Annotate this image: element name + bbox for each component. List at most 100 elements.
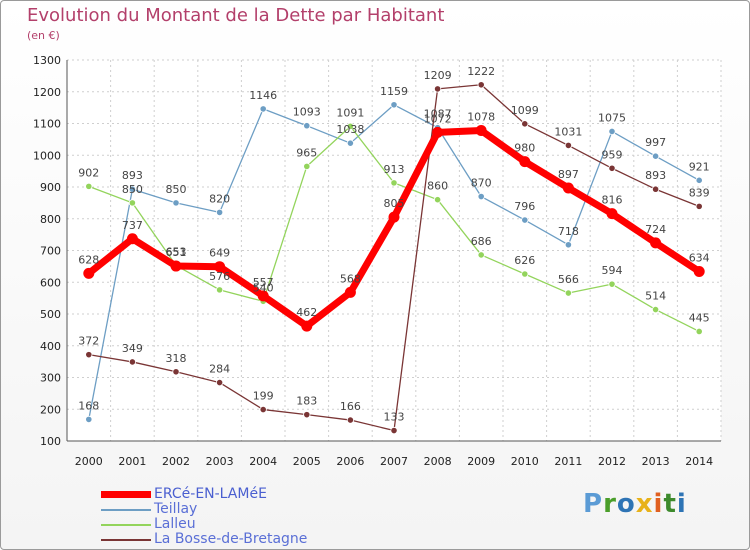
- data-label-lalleu: 445: [689, 311, 710, 324]
- data-point-teillay: [216, 208, 224, 216]
- data-label-lalleu: 913: [384, 163, 405, 176]
- data-point-erce-en-lamee: [519, 156, 531, 168]
- data-label-lalleu: 626: [514, 254, 535, 267]
- data-point-lalleu: [128, 199, 136, 207]
- y-tick-label: 1000: [33, 149, 61, 162]
- x-tick-label: 2008: [424, 455, 452, 468]
- data-label-erce-en-lamee: 651: [166, 246, 187, 259]
- data-point-teillay: [346, 139, 354, 147]
- data-label-la-bosse-de-bretagne: 166: [340, 400, 361, 413]
- data-point-erce-en-lamee: [606, 208, 618, 220]
- data-point-erce-en-lamee: [475, 124, 487, 136]
- data-point-lalleu: [608, 280, 616, 288]
- y-tick-label: 800: [40, 213, 61, 226]
- logo-letter: r: [603, 489, 617, 519]
- data-point-la-bosse-de-bretagne: [216, 378, 224, 387]
- data-point-lalleu: [433, 196, 442, 204]
- x-tick-label: 2002: [162, 455, 190, 468]
- data-point-erce-en-lamee: [126, 233, 138, 245]
- data-point-teillay: [651, 152, 660, 160]
- data-point-la-bosse-de-bretagne: [477, 81, 485, 89]
- y-tick-label: 1200: [33, 86, 61, 99]
- data-label-teillay: 1159: [380, 85, 408, 98]
- data-point-teillay: [477, 192, 485, 201]
- x-tick-label: 2006: [336, 455, 364, 468]
- data-label-teillay: 1146: [249, 89, 277, 102]
- data-label-la-bosse-de-bretagne: 1099: [511, 104, 539, 117]
- x-tick-label: 2003: [206, 455, 234, 468]
- legend-swatch: [101, 539, 151, 541]
- data-label-la-bosse-de-bretagne: 318: [166, 352, 187, 365]
- data-point-teillay: [259, 105, 267, 113]
- data-point-lalleu: [695, 327, 703, 336]
- data-point-teillay: [695, 176, 703, 184]
- data-point-erce-en-lamee: [432, 126, 444, 138]
- y-tick-label: 900: [40, 181, 61, 194]
- legend-swatch: [101, 491, 151, 498]
- data-point-lalleu: [564, 289, 573, 297]
- data-point-erce-en-lamee: [214, 261, 226, 273]
- data-label-lalleu: 686: [471, 235, 492, 248]
- legend-label: Teillay: [154, 501, 198, 517]
- data-point-teillay: [128, 185, 136, 193]
- data-label-lalleu: 860: [427, 180, 448, 193]
- y-tick-label: 200: [40, 403, 61, 416]
- x-tick-label: 2013: [642, 455, 670, 468]
- data-point-la-bosse-de-bretagne: [85, 351, 93, 359]
- y-tick-label: 600: [40, 276, 61, 289]
- data-label-erce-en-lamee: 649: [209, 247, 230, 260]
- data-point-la-bosse-de-bretagne: [390, 426, 398, 435]
- data-label-la-bosse-de-bretagne: 893: [645, 169, 666, 182]
- data-label-la-bosse-de-bretagne: 959: [602, 148, 623, 161]
- data-point-teillay: [390, 101, 398, 109]
- data-point-teillay: [564, 241, 573, 249]
- data-label-lalleu: 653: [166, 245, 187, 258]
- data-label-teillay: 1087: [424, 108, 452, 121]
- data-label-teillay: 870: [471, 177, 492, 190]
- data-label-la-bosse-de-bretagne: 1222: [467, 65, 495, 78]
- data-label-lalleu: 540: [253, 281, 274, 294]
- data-label-la-bosse-de-bretagne: 199: [253, 390, 274, 403]
- data-point-la-bosse-de-bretagne: [172, 368, 180, 376]
- data-point-erce-en-lamee: [562, 182, 574, 194]
- x-tick-label: 2011: [554, 455, 582, 468]
- x-tick-label: 2001: [118, 455, 146, 468]
- proxiti-logo: Proxiti: [583, 489, 687, 519]
- data-point-erce-en-lamee: [344, 286, 356, 298]
- data-point-teillay: [303, 122, 311, 130]
- data-label-lalleu: 902: [78, 166, 99, 179]
- data-label-teillay: 718: [558, 225, 579, 238]
- data-point-erce-en-lamee: [257, 290, 269, 302]
- data-point-lalleu: [651, 305, 660, 314]
- x-tick-label: 2009: [467, 455, 495, 468]
- data-label-la-bosse-de-bretagne: 183: [296, 395, 317, 408]
- legend-swatch: [101, 524, 151, 526]
- y-tick-label: 400: [40, 340, 61, 353]
- chart-title: Evolution du Montant de la Dette par Hab…: [27, 5, 445, 26]
- data-label-la-bosse-de-bretagne: 372: [78, 335, 99, 348]
- data-label-teillay: 820: [209, 192, 230, 205]
- legend-label: La Bosse-de-Bretagne: [154, 531, 308, 547]
- x-tick-label: 2010: [511, 455, 539, 468]
- data-point-la-bosse-de-bretagne: [695, 202, 703, 210]
- data-point-la-bosse-de-bretagne: [608, 164, 616, 172]
- data-point-teillay: [521, 216, 529, 224]
- data-label-la-bosse-de-bretagne: 349: [122, 342, 143, 355]
- data-label-la-bosse-de-bretagne: 1031: [554, 125, 582, 138]
- data-point-la-bosse-de-bretagne: [128, 358, 136, 366]
- logo-letter: i: [653, 489, 664, 519]
- data-point-teillay: [608, 127, 616, 136]
- data-label-lalleu: 576: [209, 270, 230, 283]
- data-label-erce-en-lamee: 628: [78, 253, 99, 266]
- data-label-teillay: 850: [166, 183, 187, 196]
- data-label-teillay: 997: [645, 136, 666, 149]
- data-point-erce-en-lamee: [650, 237, 662, 249]
- data-point-lalleu: [346, 122, 354, 130]
- data-point-erce-en-lamee: [83, 267, 95, 279]
- data-label-erce-en-lamee: 805: [384, 197, 405, 210]
- data-label-la-bosse-de-bretagne: 1209: [424, 69, 452, 82]
- data-label-erce-en-lamee: 557: [253, 276, 274, 289]
- data-point-la-bosse-de-bretagne: [303, 411, 311, 419]
- legend-label: Lalleu: [154, 516, 196, 532]
